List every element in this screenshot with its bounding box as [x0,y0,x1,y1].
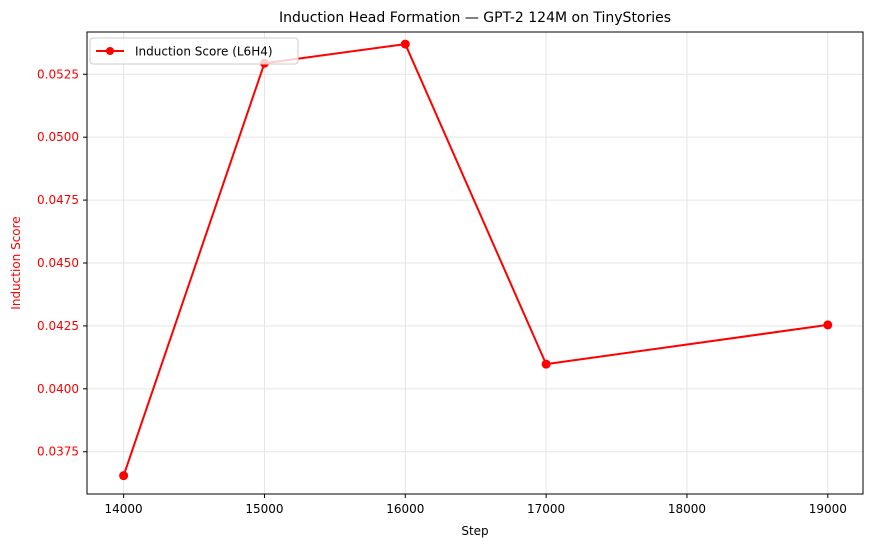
chart-title: Induction Head Formation — GPT-2 124M on… [279,10,671,26]
x-tick-label: 17000 [527,502,565,516]
legend-marker-icon [106,47,114,55]
x-axis-label: Step [461,524,488,538]
x-tick-label: 18000 [668,502,706,516]
y-tick-label: 0.0500 [37,130,79,144]
data-point-marker [823,320,833,330]
x-tick-label: 14000 [105,502,143,516]
y-axis-label: Induction Score [9,216,23,309]
y-tick-label: 0.0525 [37,67,79,81]
y-tick-label: 0.0475 [37,193,79,207]
data-point-marker [400,39,410,49]
y-tick-label: 0.0375 [37,445,79,459]
legend: Induction Score (L6H4) [89,37,299,65]
x-tick-label: 16000 [386,502,424,516]
x-tick-label: 19000 [809,502,847,516]
legend-box [89,37,299,65]
x-tick-label: 15000 [245,502,283,516]
legend-label: Induction Score (L6H4) [135,45,273,59]
y-tick-label: 0.0400 [37,382,79,396]
data-series [119,39,833,481]
series-line [122,43,828,476]
y-tick-label: 0.0450 [37,256,79,270]
data-point-marker [119,471,129,481]
y-tick-label: 0.0425 [37,319,79,333]
grid-lines [87,32,863,494]
y-axis: 0.0375 0.0400 0.0425 0.0450 0.0475 0.0500 0.05… [37,67,87,459]
x-axis: 14000 15000 16000 17000 18000 19000 [105,494,847,516]
data-point-marker [541,359,551,369]
